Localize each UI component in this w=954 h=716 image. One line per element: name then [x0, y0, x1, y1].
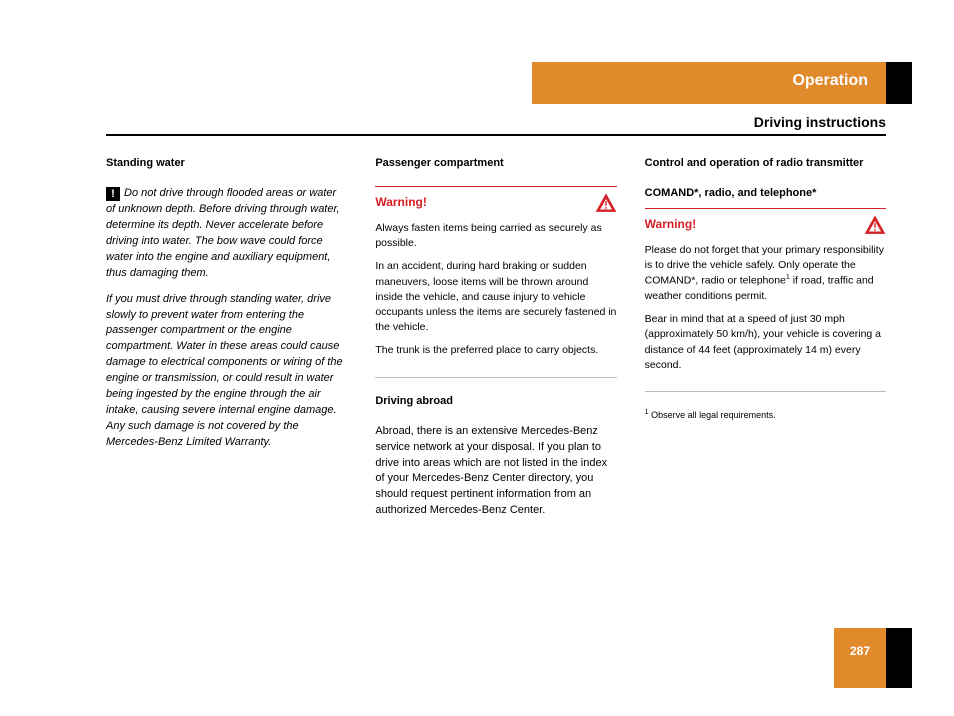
column-3: Control and operation of radio transmitt…	[645, 156, 886, 529]
section-title: Driving instructions	[754, 114, 886, 130]
footnote: 1 Observe all legal requirements.	[645, 408, 886, 422]
chapter-header: Operation	[532, 62, 912, 104]
warning-body: Always fasten items being carried as sec…	[375, 221, 616, 378]
column-2: Passenger compartment Warning! Always fa…	[375, 156, 616, 529]
heading-driving-abroad: Driving abroad	[375, 394, 616, 410]
footnote-text: Observe all legal requirements.	[651, 410, 776, 420]
warning-label: Warning!	[375, 194, 427, 211]
warning-paragraph: Always fasten items being carried as sec…	[375, 221, 616, 251]
chapter-title: Operation	[532, 62, 886, 104]
paragraph: If you must drive through standing water…	[106, 292, 347, 451]
thumb-tab	[886, 62, 912, 104]
section-rule	[106, 134, 886, 136]
heading-comand-radio-telephone: COMAND*, radio, and telephone*	[645, 186, 886, 202]
warning-triangle-icon	[864, 215, 886, 235]
footnote-number: 1	[645, 409, 649, 416]
paragraph: Abroad, there is an extensive Mercedes-B…	[375, 424, 616, 520]
notice-text: Do not drive through flooded areas or wa…	[106, 187, 340, 279]
warning-paragraph: Please do not forget that your primary r…	[645, 243, 886, 304]
content-columns: Standing water !Do not drive through flo…	[106, 156, 886, 529]
warning-paragraph: The trunk is the preferred place to carr…	[375, 343, 616, 358]
warning-body: Please do not forget that your primary r…	[645, 243, 886, 392]
heading-radio-transmitter: Control and operation of radio transmitt…	[645, 156, 886, 172]
thumb-tab-bottom	[886, 628, 912, 688]
page-number-block: 287	[834, 628, 912, 688]
page-number: 287	[834, 628, 886, 688]
heading-passenger-compartment: Passenger compartment	[375, 156, 616, 172]
column-1: Standing water !Do not drive through flo…	[106, 156, 347, 529]
notice-paragraph: !Do not drive through flooded areas or w…	[106, 186, 347, 282]
warning-paragraph: In an accident, during hard braking or s…	[375, 259, 616, 335]
heading-standing-water: Standing water	[106, 156, 347, 172]
warning-triangle-icon	[595, 193, 617, 213]
warning-header: Warning!	[375, 186, 616, 213]
warning-paragraph: Bear in mind that at a speed of just 30 …	[645, 312, 886, 373]
warning-header: Warning!	[645, 208, 886, 235]
notice-icon: !	[106, 187, 120, 201]
warning-label: Warning!	[645, 216, 697, 233]
